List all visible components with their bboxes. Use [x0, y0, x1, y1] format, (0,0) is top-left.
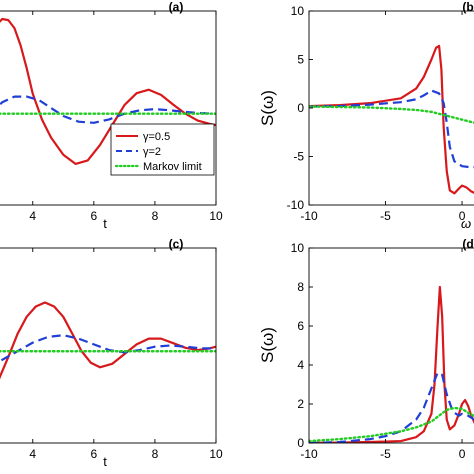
panel-a-ticks: 4 6 8 10: [0, 10, 223, 223]
series-line-gamma-2: [0, 334, 216, 363]
x-tick-label: 10: [209, 209, 223, 223]
series-line-markov: [309, 406, 474, 443]
panel-c-ticks: 4 6 8 10: [0, 247, 223, 461]
legend-label-gamma-2: γ=2: [143, 146, 161, 158]
panel-b: (b) ω S(ω) -10 -5 0 10 5 0 -5 -10: [258, 0, 474, 231]
panel-b-ylabel: S(ω): [258, 90, 277, 126]
panel-c-series: [0, 301, 216, 380]
panel-b-series: [309, 44, 474, 195]
y-tick-label: 6: [297, 319, 304, 333]
y-tick-label: 10: [291, 241, 305, 255]
series-line-gamma-2: [0, 95, 216, 124]
y-tick-label: 8: [297, 280, 304, 294]
panel-a-title: (a): [169, 0, 184, 14]
x-tick-label: 6: [90, 447, 97, 461]
panel-d-title: (d): [462, 237, 474, 251]
x-tick-label: -10: [300, 209, 318, 223]
panel-b-ticks: -10 -5 0 10 5 0 -5 -10: [287, 4, 474, 223]
series-line-gamma-2: [309, 89, 474, 169]
series-line-gamma-0.5: [0, 301, 216, 380]
x-tick-label: 10: [209, 447, 223, 461]
legend-label-markov: Markov limit: [143, 161, 202, 173]
x-tick-label: 0: [459, 447, 466, 461]
y-tick-label: 2: [297, 397, 304, 411]
y-tick-label: 5: [297, 53, 304, 67]
axes-frame: [0, 10, 217, 206]
panel-a-legend: γ=0.5 γ=2 Markov limit: [110, 123, 215, 176]
y-tick-label: 0: [297, 101, 304, 115]
x-tick-label: 4: [29, 447, 36, 461]
legend-label-gamma-0.5: γ=0.5: [143, 131, 170, 143]
panel-a-series: [0, 17, 216, 166]
panel-a: (a) t 4 6 8 10 γ=0.5 γ=2 Markov limit: [0, 0, 223, 231]
panel-b-title: (b): [462, 0, 474, 14]
x-tick-label: 4: [29, 209, 36, 223]
panel-c-title: (c): [169, 237, 184, 251]
x-tick-label: 8: [152, 209, 159, 223]
x-tick-label: -5: [380, 209, 391, 223]
axes-frame: [308, 247, 474, 444]
panel-d-ticks: -10 -5 0 10 8 6 4 2 0: [291, 241, 474, 461]
y-tick-label: 10: [291, 4, 305, 18]
y-tick-label: 4: [297, 358, 304, 372]
series-line-gamma-2: [309, 371, 474, 443]
x-tick-label: -5: [380, 447, 391, 461]
series-line-gamma-0.5: [0, 17, 216, 166]
y-tick-label: -10: [287, 198, 305, 212]
series-line-gamma-0.5: [309, 285, 474, 443]
x-tick-label: -10: [300, 447, 318, 461]
x-tick-label: 6: [90, 209, 97, 223]
panel-a-xlabel: t: [103, 216, 107, 231]
panel-b-xlabel: ω: [461, 216, 471, 231]
series-line-markov: [309, 105, 474, 124]
panel-d: (d) S(ω) -10 -5 0 10 8 6 4 2 0: [258, 237, 474, 461]
axes-frame: [0, 247, 217, 444]
series-line-gamma-0.5: [309, 44, 474, 195]
y-tick-label: -5: [293, 150, 304, 164]
y-tick-label: 0: [297, 436, 304, 450]
x-tick-label: 0: [459, 209, 466, 223]
panel-d-ylabel: S(ω): [258, 327, 277, 363]
panel-c: (c) t 4 6 8 10: [0, 237, 223, 469]
panel-c-xlabel: t: [103, 454, 107, 469]
x-tick-label: 8: [152, 447, 159, 461]
panel-d-series: [309, 285, 474, 443]
